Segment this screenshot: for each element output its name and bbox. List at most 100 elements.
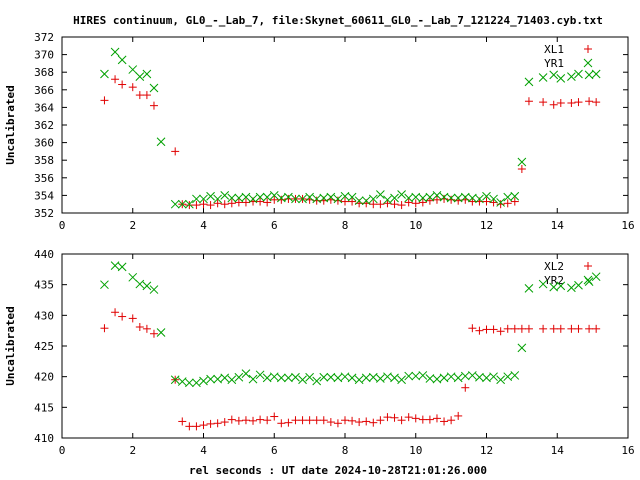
data-point: [255, 370, 265, 380]
data-point: [241, 416, 250, 425]
data-point: [312, 194, 322, 204]
data-point: [397, 416, 406, 425]
y-tick-label: 415: [34, 401, 54, 414]
legend-marker: [584, 45, 592, 53]
data-point: [411, 199, 420, 208]
data-point: [489, 198, 498, 207]
data-point: [482, 325, 491, 334]
plot-frame: [61, 253, 629, 439]
y-tick-label: 370: [34, 49, 54, 62]
data-point: [248, 374, 258, 384]
data-point: [199, 421, 208, 430]
data-point: [517, 165, 526, 173]
data-point: [467, 193, 477, 203]
data-point: [524, 77, 534, 87]
data-point: [192, 422, 201, 431]
data-point: [184, 199, 194, 209]
y-tick-label: 360: [34, 137, 54, 150]
data-point: [149, 101, 158, 110]
data-point: [227, 415, 236, 424]
data-point: [404, 413, 413, 422]
data-point: [305, 372, 314, 382]
data-point: [326, 418, 335, 427]
x-tick-label: 4: [200, 219, 207, 232]
data-point: [241, 198, 250, 207]
data-point: [340, 191, 350, 201]
data-point: [482, 373, 491, 383]
data-point: [496, 200, 505, 209]
data-point: [369, 200, 378, 209]
data-point: [291, 194, 300, 204]
data-point: [213, 199, 222, 208]
data-point: [149, 329, 158, 338]
data-point: [341, 416, 349, 425]
data-point: [185, 201, 194, 210]
data-point: [184, 378, 194, 388]
data-point: [333, 196, 342, 205]
data-point: [319, 372, 329, 382]
data-point: [206, 374, 215, 384]
x-tick-label: 4: [200, 444, 207, 457]
data-point: [489, 194, 498, 204]
data-point: [118, 80, 127, 89]
data-point: [312, 376, 322, 386]
x-tick-label: 12: [480, 444, 493, 457]
x-tick-label: 0: [59, 219, 66, 232]
x-tick-label: 16: [621, 219, 634, 232]
data-point: [206, 191, 215, 201]
data-point: [142, 281, 152, 291]
data-point: [199, 200, 208, 209]
y-tick-label: 352: [34, 207, 54, 220]
x-tick-label: 8: [342, 444, 349, 457]
data-point: [269, 191, 279, 200]
data-point: [517, 157, 527, 167]
data-point: [447, 195, 456, 204]
data-point: [475, 194, 484, 204]
data-point: [390, 200, 399, 209]
data-point: [454, 411, 463, 420]
data-point: [340, 372, 350, 382]
data-point: [468, 324, 477, 333]
y-tick-label: 356: [34, 172, 54, 185]
data-point: [510, 197, 519, 206]
data-point: [446, 372, 456, 382]
data-point: [276, 193, 286, 203]
data-point: [390, 373, 399, 383]
data-point: [574, 280, 583, 290]
data-point: [206, 419, 215, 428]
data-point: [192, 194, 201, 204]
data-point: [361, 373, 371, 383]
data-point: [585, 97, 594, 106]
data-point: [256, 197, 265, 206]
data-point: [298, 194, 307, 204]
data-point: [298, 416, 307, 425]
data-point: [418, 198, 427, 207]
data-point: [397, 375, 406, 385]
data-point: [440, 194, 449, 203]
data-point: [192, 378, 201, 388]
data-point: [411, 414, 420, 423]
data-point: [376, 190, 385, 199]
data-point: [404, 193, 414, 203]
data-point: [556, 99, 565, 107]
data-point: [584, 277, 594, 286]
data-point: [262, 373, 272, 383]
data-point: [298, 375, 307, 385]
data-point: [510, 191, 520, 201]
data-point: [220, 191, 230, 200]
data-point: [110, 261, 120, 271]
x-tick-label: 10: [409, 219, 422, 232]
data-point: [256, 415, 265, 424]
data-point: [227, 199, 236, 208]
data-point: [517, 343, 527, 353]
data-point: [496, 327, 505, 336]
data-point: [270, 412, 279, 421]
data-point: [333, 194, 343, 204]
legend-label: YR1: [544, 57, 564, 70]
y-tick-label: 366: [34, 84, 54, 97]
y-axis-label: Uncalibrated: [4, 85, 17, 164]
data-point: [326, 372, 336, 382]
data-point: [447, 416, 456, 425]
data-point: [432, 191, 442, 200]
data-point: [284, 418, 293, 427]
